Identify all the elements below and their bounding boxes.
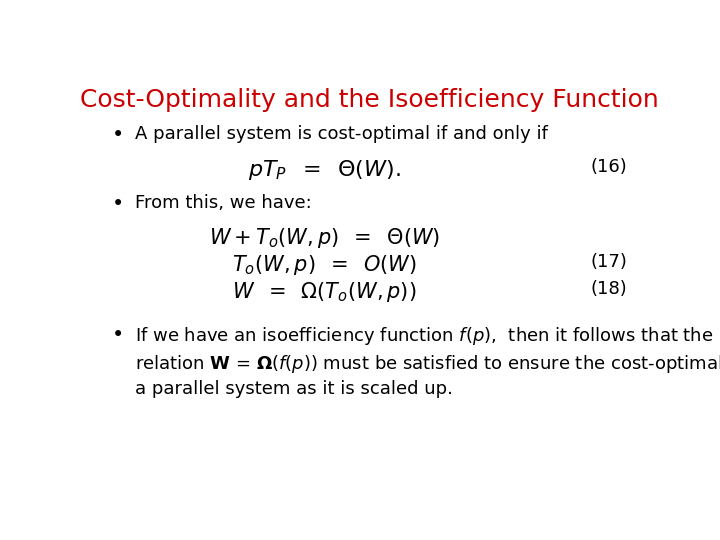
Text: A parallel system is cost-optimal if and only if: A parallel system is cost-optimal if and… (135, 125, 547, 143)
Text: If we have an isoefficiency function $\mathit{f}$($\mathit{p}$),  then it follow: If we have an isoefficiency function $\m… (135, 325, 713, 347)
Text: •: • (112, 125, 125, 145)
Text: $W \;\; = \;\; \Omega(T_o(W,p))$: $W \;\; = \;\; \Omega(T_o(W,p))$ (232, 280, 417, 304)
Text: Cost-Optimality and the Isoefficiency Function: Cost-Optimality and the Isoefficiency Fu… (80, 87, 658, 112)
Text: relation $\mathbf{W}$ = $\mathbf{\Omega}$($\mathbf{\mathit{f}}$($\mathbf{\mathit: relation $\mathbf{W}$ = $\mathbf{\Omega}… (135, 353, 720, 375)
Text: •: • (112, 194, 125, 214)
Text: a parallel system as it is scaled up.: a parallel system as it is scaled up. (135, 380, 452, 397)
Text: $pT_P \;\; = \;\; \Theta(W).$: $pT_P \;\; = \;\; \Theta(W).$ (248, 158, 401, 183)
Text: From this, we have:: From this, we have: (135, 194, 311, 212)
Text: (16): (16) (590, 158, 627, 177)
Text: (18): (18) (590, 280, 627, 298)
Text: (17): (17) (590, 253, 627, 271)
Text: $T_o(W,p) \;\; = \;\; O(W)$: $T_o(W,p) \;\; = \;\; O(W)$ (232, 253, 417, 276)
Text: •: • (112, 325, 125, 345)
Text: $W + T_o(W,p) \;\; = \;\; \Theta(W)$: $W + T_o(W,p) \;\; = \;\; \Theta(W)$ (209, 226, 440, 249)
